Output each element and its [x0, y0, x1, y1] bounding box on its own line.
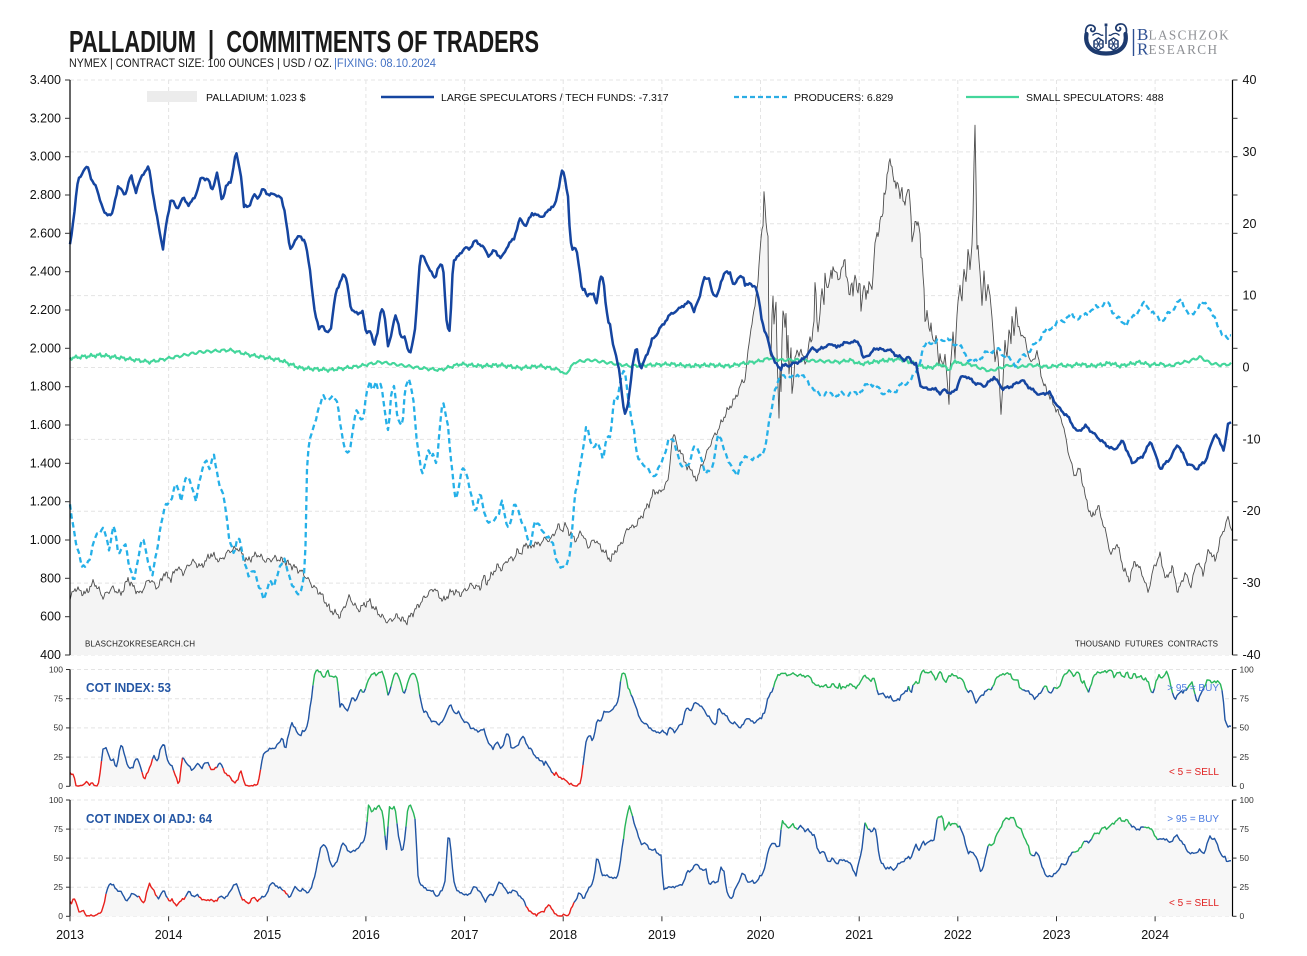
svg-text:2017: 2017 [451, 928, 479, 942]
svg-text:100: 100 [49, 795, 63, 805]
svg-text:LASCHZOK: LASCHZOK [1149, 28, 1231, 43]
svg-text:COT INDEX OI ADJ: 64: COT INDEX OI ADJ: 64 [86, 811, 213, 826]
svg-text:1.600: 1.600 [30, 418, 61, 432]
svg-text:2023: 2023 [1043, 928, 1071, 942]
svg-text:2013: 2013 [56, 928, 84, 942]
svg-text:75: 75 [54, 694, 64, 704]
svg-text:2015: 2015 [253, 928, 281, 942]
svg-text:> 95 = BUY: > 95 = BUY [1167, 814, 1219, 825]
svg-text:100: 100 [49, 664, 63, 674]
svg-text:2016: 2016 [352, 928, 380, 942]
svg-text:< 5 = SELL: < 5 = SELL [1169, 767, 1219, 778]
svg-text:|FIXING: 08.10.2024: |FIXING: 08.10.2024 [334, 58, 437, 70]
svg-text:25: 25 [1240, 882, 1250, 892]
svg-text:50: 50 [1240, 723, 1250, 733]
svg-text:2022: 2022 [944, 928, 972, 942]
svg-text:2024: 2024 [1141, 928, 1169, 942]
svg-text:ESEARCH: ESEARCH [1149, 42, 1219, 57]
svg-text:2.400: 2.400 [30, 265, 61, 279]
svg-text:PALLADIUM: 1.023 $: PALLADIUM: 1.023 $ [206, 92, 306, 104]
svg-text:400: 400 [40, 648, 61, 662]
svg-text:25: 25 [54, 752, 64, 762]
svg-text:600: 600 [40, 610, 61, 624]
svg-text:2.200: 2.200 [30, 303, 61, 317]
svg-text:2020: 2020 [747, 928, 775, 942]
svg-text:100: 100 [1240, 664, 1254, 674]
svg-text:2.800: 2.800 [30, 188, 61, 202]
svg-text:2.000: 2.000 [30, 341, 61, 355]
svg-text:B: B [1137, 25, 1148, 44]
svg-text:800: 800 [40, 571, 61, 585]
svg-text:0: 0 [1243, 361, 1250, 375]
svg-text:75: 75 [1240, 824, 1250, 834]
svg-text:-10: -10 [1243, 432, 1261, 446]
svg-text:2019: 2019 [648, 928, 676, 942]
svg-text:50: 50 [54, 723, 64, 733]
svg-text:2021: 2021 [845, 928, 873, 942]
svg-text:1.800: 1.800 [30, 380, 61, 394]
svg-text:30: 30 [1243, 145, 1257, 159]
svg-text:75: 75 [54, 824, 64, 834]
svg-text:PALLADIUM | COMMITMENTS OF T: PALLADIUM | COMMITMENTS OF TRADERS [69, 24, 539, 59]
svg-text:3.000: 3.000 [30, 150, 61, 164]
svg-text:2014: 2014 [155, 928, 183, 942]
svg-text:THOUSAND FUTURES CONTRACTS: THOUSAND FUTURES CONTRACTS [1075, 640, 1218, 649]
svg-text:100: 100 [1240, 795, 1254, 805]
svg-text:3.400: 3.400 [30, 73, 61, 87]
svg-text:25: 25 [1240, 752, 1250, 762]
svg-text:PRODUCERS: 6.829: PRODUCERS: 6.829 [794, 92, 893, 104]
svg-text:1.000: 1.000 [30, 533, 61, 547]
svg-text:COT INDEX: 53: COT INDEX: 53 [86, 680, 171, 695]
svg-text:NYMEX | CONTRACT SIZE: 100 OUN: NYMEX | CONTRACT SIZE: 100 OUNCES | USD … [69, 58, 335, 70]
svg-text:10: 10 [1243, 289, 1257, 303]
svg-text:1.400: 1.400 [30, 456, 61, 470]
svg-text:-40: -40 [1243, 648, 1261, 662]
svg-text:< 5 = SELL: < 5 = SELL [1169, 898, 1219, 909]
svg-text:SMALL SPECULATORS: 488: SMALL SPECULATORS: 488 [1026, 92, 1164, 104]
svg-text:3.200: 3.200 [30, 111, 61, 125]
svg-text:75: 75 [1240, 694, 1250, 704]
svg-text:25: 25 [54, 882, 64, 892]
svg-text:-30: -30 [1243, 576, 1261, 590]
svg-text:0: 0 [1240, 781, 1245, 791]
svg-text:2018: 2018 [549, 928, 577, 942]
svg-text:0: 0 [58, 781, 63, 791]
svg-text:R: R [1137, 40, 1149, 59]
svg-text:> 95 = BUY: > 95 = BUY [1167, 683, 1219, 694]
svg-text:40: 40 [1243, 73, 1257, 87]
svg-text:-20: -20 [1243, 504, 1261, 518]
svg-text:0: 0 [1240, 911, 1245, 921]
svg-text:20: 20 [1243, 217, 1257, 231]
svg-text:BLASCHZOKRESEARCH.CH: BLASCHZOKRESEARCH.CH [85, 640, 195, 649]
svg-text:LARGE SPECULATORS / TECH FUNDS: LARGE SPECULATORS / TECH FUNDS: -7.317 [441, 92, 669, 104]
svg-text:50: 50 [54, 853, 64, 863]
svg-text:1.200: 1.200 [30, 495, 61, 509]
svg-text:50: 50 [1240, 853, 1250, 863]
svg-text:0: 0 [58, 911, 63, 921]
svg-text:2.600: 2.600 [30, 226, 61, 240]
